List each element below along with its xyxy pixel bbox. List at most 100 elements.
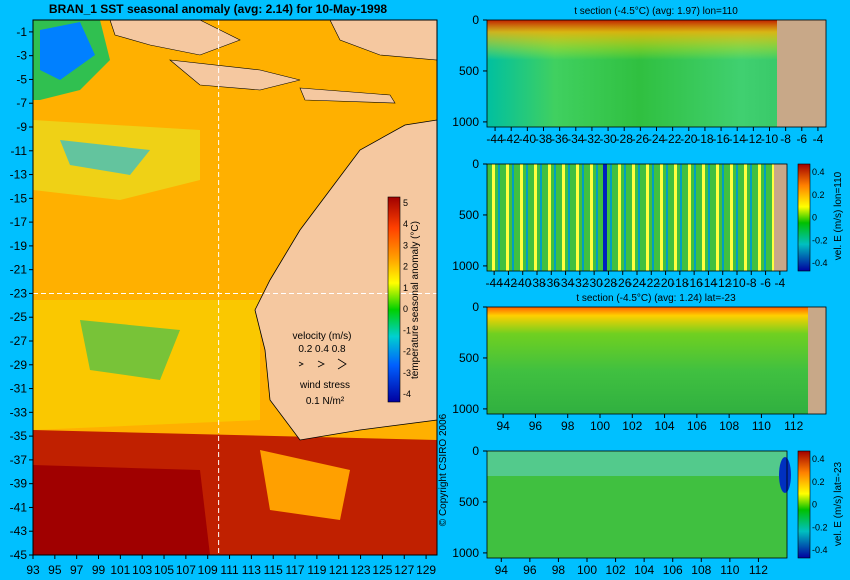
map-land-lesser-sunda <box>299 87 396 104</box>
map-colorbar-tick: 3 <box>403 240 408 250</box>
panel-2-colorbar <box>797 163 811 272</box>
panel-vel-lon: vel. E (m/s) lon=110 <box>486 163 844 272</box>
velocity-arrow-large <box>337 358 347 370</box>
map-y-tick-label: -45 <box>10 548 28 562</box>
map-x-tick-label: 113 <box>242 563 261 577</box>
panel-1-x-tick-label: -30 <box>599 132 617 146</box>
map-plot <box>32 19 438 556</box>
panel-2-x-tick-label: -14 <box>700 276 718 290</box>
panel-2-x-tick-label: -38 <box>528 276 546 290</box>
panel-4-colorbar-tick: 0.4 <box>812 454 825 464</box>
map-colorbar-tick: 1 <box>403 283 408 293</box>
panel-3-x-tick-label: 94 <box>496 419 510 433</box>
map-colorbar-tick: 5 <box>403 198 408 208</box>
map-x-tick-label: 95 <box>48 563 62 577</box>
panel-2-x-tick-label: -44 <box>485 276 503 290</box>
panel-1-x-tick-label: -28 <box>616 132 634 146</box>
map-y-tick-label: -11 <box>11 144 28 158</box>
panel-1-title: t section (-4.5°C) (avg: 1.97) lon=110 <box>574 6 738 17</box>
velocity-arrow-medium <box>317 360 325 368</box>
panel-2-colorbar-tick: -0.4 <box>812 258 828 268</box>
map-y-tick-label: -29 <box>10 358 28 372</box>
panel-3-x-tick-label: 106 <box>687 419 707 433</box>
panel-2-x-tick-label: -34 <box>557 276 575 290</box>
velocity-legend-values: 0.2 0.4 0.8 <box>298 344 346 355</box>
map-colorbar-tick: -3 <box>403 368 411 378</box>
panel-4-y-tick-label: 1000 <box>452 546 479 560</box>
map-y-tick-label: -35 <box>10 429 28 443</box>
panel-4-colorbar-tick: 0.2 <box>812 477 825 487</box>
panel-2-x-tick-label: -30 <box>585 276 603 290</box>
panel-4-x-tick-label: 96 <box>523 563 537 577</box>
map-x-tick-label: 129 <box>416 563 436 577</box>
panel-2-y-tick-label: 500 <box>459 208 479 222</box>
panel-3-x-tick-label: 100 <box>590 419 610 433</box>
map-y-axis: -1 -3 -5 -7 -9 -11 -13 -15 -17 -19 -21 -23 -25 -27 -29… <box>10 25 33 562</box>
panel-3-y-tick-label: 1000 <box>452 402 479 416</box>
panel-4-x-tick-label: 108 <box>691 563 711 577</box>
panel-2-field <box>487 164 787 271</box>
map-x-tick-label: 109 <box>198 563 218 577</box>
map-colorbar-tick: -4 <box>403 389 411 399</box>
panel-1-x-tick-label: -40 <box>519 132 537 146</box>
panel-4-x-tick-label: 110 <box>720 563 739 577</box>
panel-vel-lat: vel. E (m/s) lat=-23 <box>486 450 844 559</box>
map-colorbar-tick: 2 <box>403 262 408 272</box>
panel-2-colorbar-label: vel. E (m/s) lon=110 <box>833 171 844 260</box>
map-x-tick-label: 99 <box>92 563 106 577</box>
panel-2-x-tick-label: -32 <box>571 276 589 290</box>
panel-4-colorbar-label: vel. E (m/s) lat=-23 <box>833 461 844 546</box>
map-y-tick-label: -31 <box>10 382 28 396</box>
map-x-tick-label: 101 <box>110 563 130 577</box>
panel-3-field <box>487 307 826 414</box>
panel-3-y-tick-label: 0 <box>472 300 479 314</box>
panel-2-x-tick-label: -10 <box>728 276 746 290</box>
panel-2-y-tick-label: 0 <box>472 157 479 171</box>
panel-1-x-tick-label: -22 <box>664 132 682 146</box>
map-y-tick-label: -1 <box>16 25 27 39</box>
panel-4-colorbar-tick: -0.4 <box>812 545 828 555</box>
panel-4-colorbar-tick: -0.2 <box>812 522 828 532</box>
panel-1-x-tick-label: -18 <box>696 132 714 146</box>
panel-1-x-tick-label: -20 <box>680 132 698 146</box>
wind-legend-value: 0.1 N/m² <box>306 396 345 407</box>
panel-2-x-tick-label: -24 <box>628 276 646 290</box>
panel-1-x-tick-label: -12 <box>745 132 763 146</box>
map-y-tick-label: -17 <box>10 215 28 229</box>
panel-2-land <box>774 164 787 271</box>
velocity-legend-arrows <box>298 358 347 370</box>
panel-3-y-tick-label: 500 <box>459 351 479 365</box>
panel-4-x-tick-label: 102 <box>606 563 626 577</box>
panel-1-surface <box>487 20 777 60</box>
panel-4-x-tick-label: 94 <box>495 563 509 577</box>
panel-3-x-tick-label: 112 <box>784 419 803 433</box>
map-y-tick-label: -41 <box>10 500 28 514</box>
map-y-tick-label: -25 <box>10 310 28 324</box>
panel-2-jet <box>603 164 607 271</box>
map-x-tick-label: 107 <box>176 563 196 577</box>
map-y-tick-label: -23 <box>10 286 28 300</box>
panel-4-surface <box>487 451 787 476</box>
map-y-tick-label: -27 <box>10 334 28 348</box>
map-y-tick-label: -13 <box>10 168 28 182</box>
panel-t-section-lon: t section (-4.5°C) (avg: 1.97) lon=110 <box>486 6 827 128</box>
panel-2-colorbar-tick: 0.4 <box>812 167 825 177</box>
panel-2-colorbar-tick: 0.2 <box>812 190 825 200</box>
panel-3-x-tick-label: 98 <box>561 419 575 433</box>
panel-2-x-tick-label: -26 <box>614 276 632 290</box>
map-x-tick-label: 97 <box>70 563 84 577</box>
map-x-tick-label: 123 <box>351 563 371 577</box>
panel-3-x-tick-label: 96 <box>529 419 543 433</box>
panel-t-section-lat: t section (-4.5°C) (avg: 1.24) lat=-23 <box>486 293 827 415</box>
panel-2-x-tick-label: -22 <box>643 276 661 290</box>
panel-1-x-tick-label: -34 <box>567 132 585 146</box>
velocity-arrow-small <box>298 361 304 367</box>
panel-4-y-tick-label: 500 <box>459 495 479 509</box>
panel-2-x-tick-label: -36 <box>543 276 561 290</box>
panel-1-x-tick-label: -38 <box>535 132 553 146</box>
map-y-tick-label: -19 <box>10 239 28 253</box>
map-region-nw-cold <box>40 22 95 80</box>
panel-2-x-tick-label: -6 <box>760 276 771 290</box>
panel-3-x-tick-label: 110 <box>752 419 771 433</box>
map-y-tick-label: -39 <box>10 477 28 491</box>
